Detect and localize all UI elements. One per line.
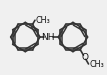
Text: O: O bbox=[81, 53, 88, 62]
Text: CH₃: CH₃ bbox=[36, 16, 50, 25]
Text: NH: NH bbox=[41, 33, 55, 42]
Text: CH₃: CH₃ bbox=[89, 60, 104, 69]
